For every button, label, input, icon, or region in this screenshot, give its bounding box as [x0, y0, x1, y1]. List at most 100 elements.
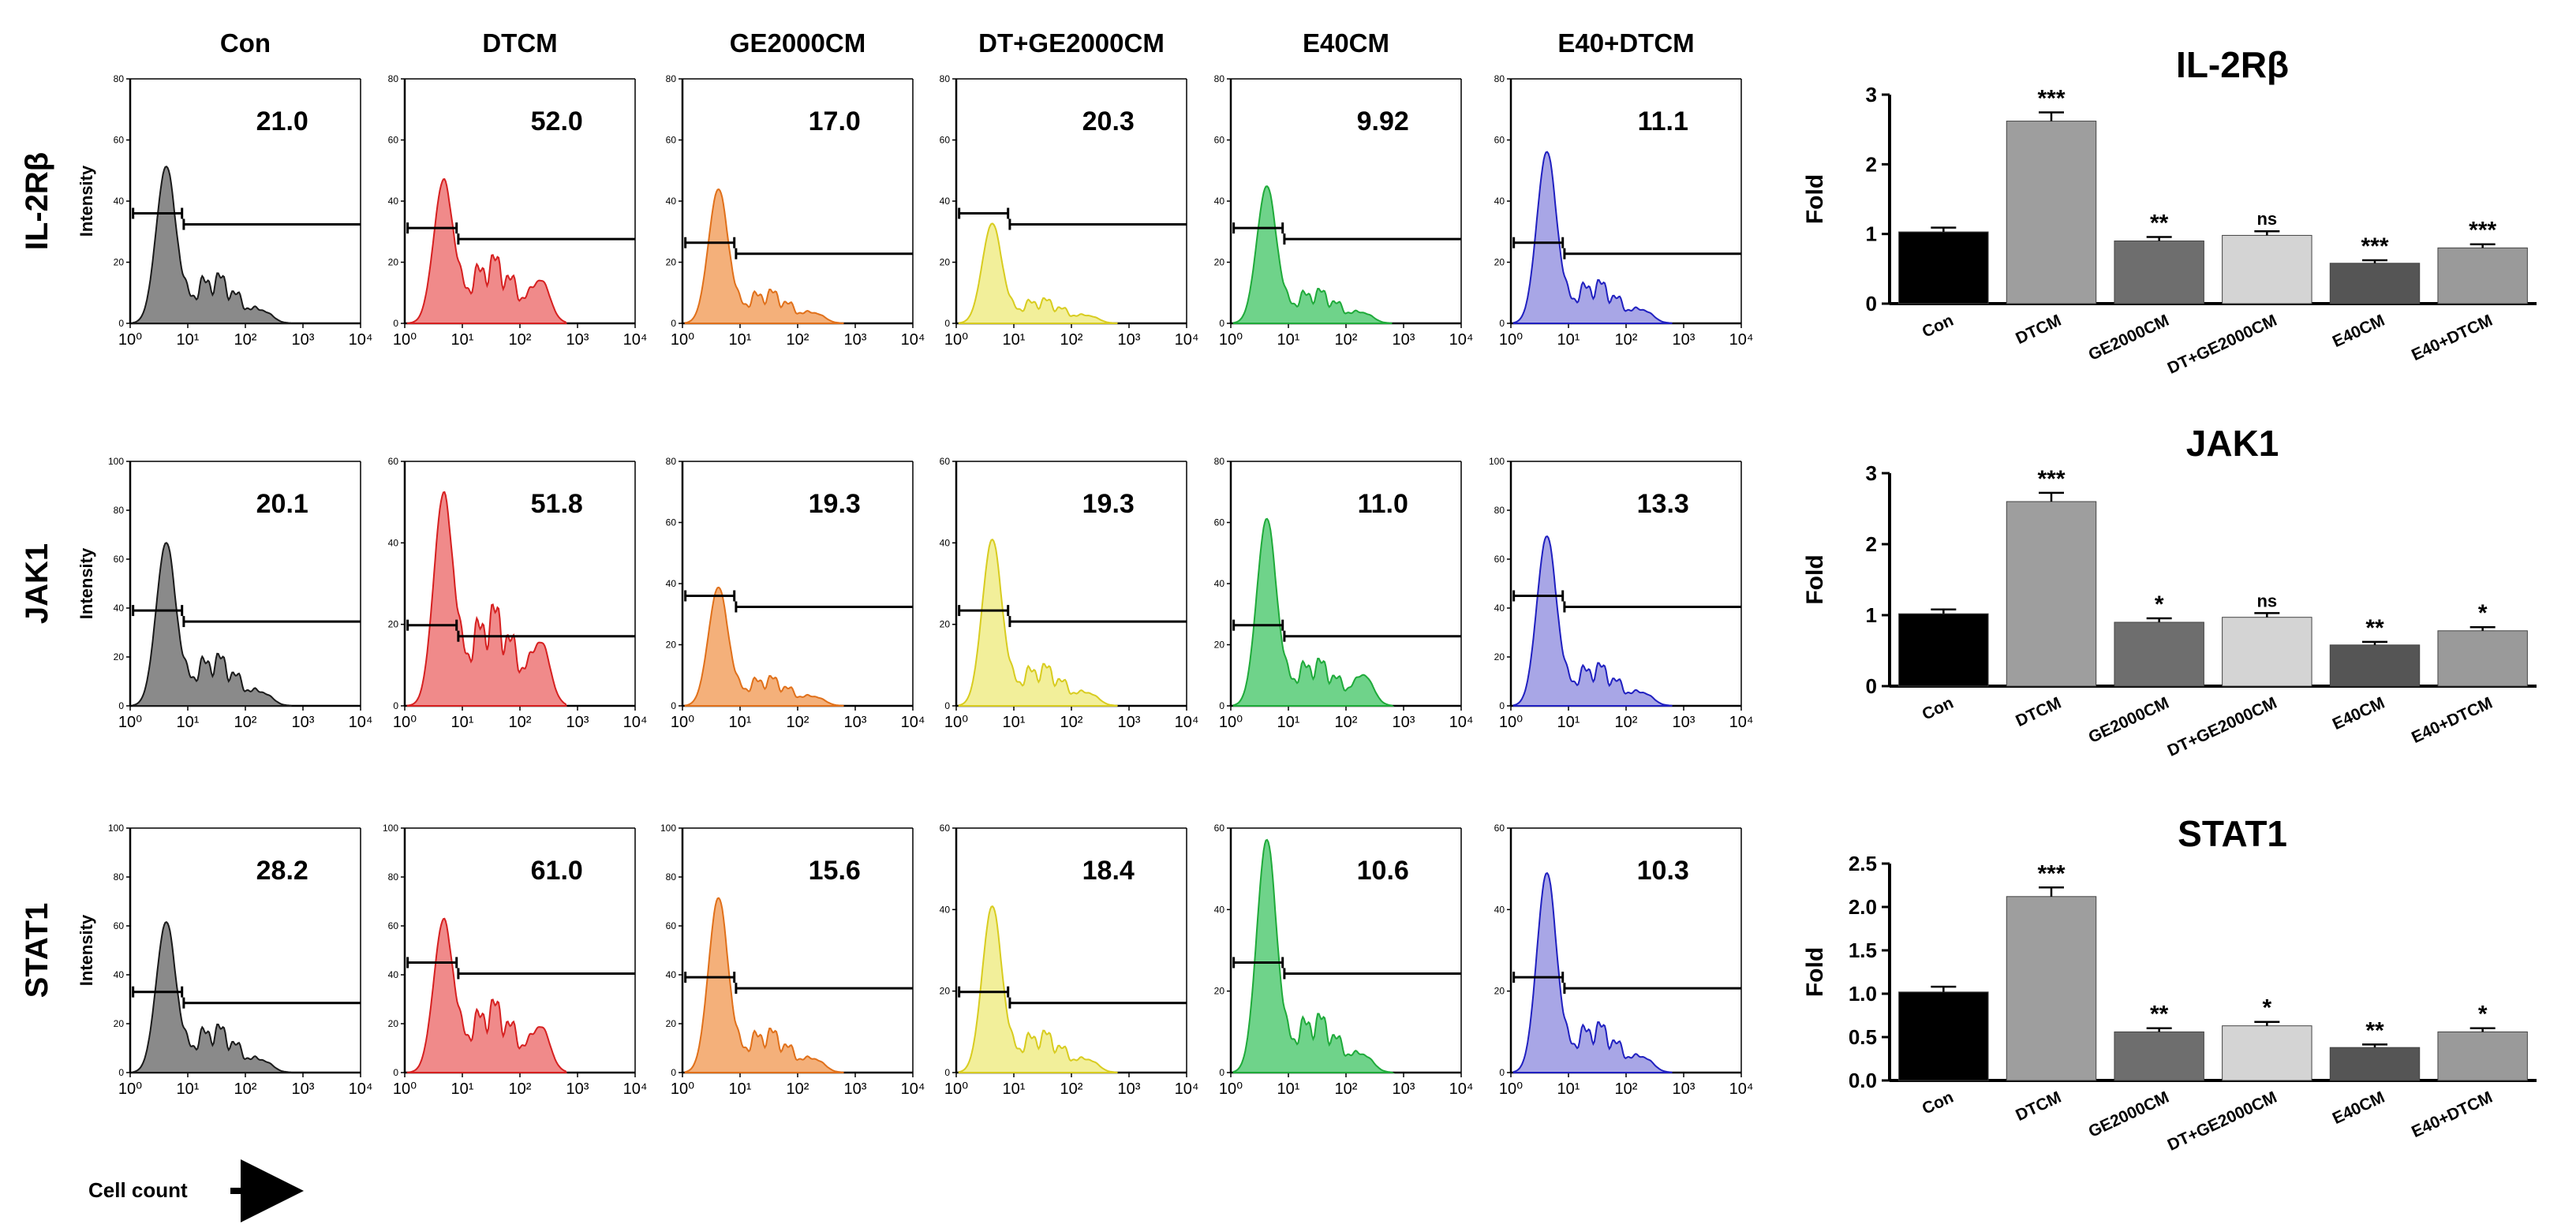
- gate-percentage: 19.3: [809, 489, 861, 519]
- significance-marker: ***: [2469, 218, 2496, 244]
- histogram-panel-2-2: 0 20 40 60 80 100 10⁰ 10¹ 10² 10³ 10⁴ 15.6: [660, 823, 925, 1098]
- x-tick-label: 10⁰: [944, 331, 968, 349]
- x-tick-label: 10²: [509, 714, 532, 731]
- bar-5: [2437, 630, 2528, 687]
- y-tick-label: 60: [388, 135, 399, 146]
- y-tick-label: 100: [383, 823, 398, 834]
- x-tick-label: 10⁰: [1219, 331, 1243, 349]
- histogram-area: [1232, 838, 1396, 1073]
- x-tick-label: 10¹: [1277, 714, 1300, 731]
- bar-y-tick: 0.0: [1849, 1069, 1877, 1092]
- y-tick-label: 40: [114, 196, 125, 207]
- y-tick-label: 80: [666, 871, 677, 883]
- y-tick-label: 40: [1214, 196, 1225, 207]
- y-tick-label: 20: [1494, 651, 1505, 662]
- bar-0: [1898, 231, 1989, 304]
- bar-category-label: Con: [1920, 312, 1957, 341]
- y-tick-label: 20: [666, 1018, 677, 1029]
- bar-0: [1898, 991, 1989, 1081]
- cell-count-label-group: Cell count: [88, 1159, 304, 1222]
- bar-0: [1898, 613, 1989, 687]
- y-tick-label: 60: [666, 135, 677, 146]
- bar-category-label: Con: [1920, 694, 1957, 724]
- y-tick-label: 100: [108, 823, 124, 834]
- y-tick-label: 20: [388, 619, 399, 630]
- gate-percentage: 17.0: [809, 106, 861, 136]
- y-tick-label: 20: [114, 257, 125, 268]
- y-tick-label: 40: [666, 196, 677, 207]
- histogram-panel-1-1: 0 20 40 60 10⁰ 10¹ 10² 10³ 10⁴ 51.8: [388, 456, 648, 731]
- x-tick-label: 10³: [292, 714, 315, 731]
- y-tick-label: 20: [940, 619, 951, 630]
- histogram-panel-0-2: 0 20 40 60 80 10⁰ 10¹ 10² 10³ 10⁴ 17.0: [666, 73, 925, 349]
- y-tick-label: 40: [1214, 904, 1225, 915]
- x-tick-label: 10²: [787, 331, 809, 349]
- x-tick-label: 10⁴: [349, 331, 373, 349]
- x-tick-label: 10⁰: [393, 714, 417, 731]
- x-tick-label: 10³: [844, 331, 867, 349]
- x-tick-label: 10¹: [1003, 714, 1026, 731]
- bar-chart-title: IL-2Rβ: [2176, 44, 2289, 85]
- x-tick-label: 10²: [234, 1080, 257, 1098]
- x-tick-label: 10²: [787, 1080, 809, 1098]
- bar-category-label: E40+DTCM: [2409, 694, 2496, 747]
- x-tick-label: 10⁴: [349, 714, 373, 731]
- y-tick-label: 80: [1214, 456, 1225, 467]
- significance-marker: *: [2155, 591, 2164, 618]
- x-tick-label: 10¹: [729, 331, 752, 349]
- x-tick-label: 10¹: [177, 331, 200, 349]
- histogram-area: [684, 586, 844, 707]
- bar-chart-1: JAK1Fold0123Con***DTCM*GE2000CMnsDT+GE20…: [1802, 423, 2537, 760]
- column-header-0: Con: [220, 28, 271, 58]
- bar-category-label: DTCM: [2013, 312, 2064, 348]
- bar-category-label: GE2000CM: [2086, 312, 2172, 364]
- gate-percentage: 11.1: [1638, 106, 1688, 136]
- bar-category-label: DT+GE2000CM: [2165, 312, 2280, 378]
- bar-category-label: GE2000CM: [2086, 694, 2172, 747]
- bar-y-tick: 0: [1866, 674, 1877, 698]
- x-tick-label: 10¹: [451, 1080, 474, 1098]
- y-tick-label: 0: [393, 318, 398, 329]
- y-tick-label: 0: [118, 700, 124, 711]
- y-tick-label: 20: [1214, 986, 1225, 997]
- x-tick-label: 10³: [566, 1080, 589, 1098]
- bar-4: [2329, 263, 2421, 304]
- x-tick-label: 10⁰: [1499, 1080, 1523, 1098]
- bar-y-tick: 1: [1866, 603, 1877, 627]
- histogram-area: [132, 921, 292, 1073]
- bar-y-tick: 0: [1866, 292, 1877, 315]
- gate-percentage: 52.0: [531, 106, 583, 136]
- y-tick-label: 80: [940, 73, 951, 84]
- x-tick-label: 10⁴: [1449, 331, 1474, 349]
- x-tick-label: 10²: [1060, 1080, 1083, 1098]
- x-tick-label: 10⁴: [623, 1080, 648, 1098]
- x-tick-label: 10⁴: [1729, 1080, 1754, 1098]
- column-header-5: E40+DTCM: [1557, 28, 1694, 58]
- column-header-4: E40CM: [1303, 28, 1389, 58]
- y-tick-label: 80: [114, 871, 125, 883]
- histogram-panel-1-3: 0 20 40 60 10⁰ 10¹ 10² 10³ 10⁴ 19.3: [940, 456, 1199, 731]
- bar-category-label: DTCM: [2013, 694, 2064, 730]
- x-tick-label: 10⁰: [118, 331, 142, 349]
- bar-y-tick: 1.0: [1849, 982, 1877, 1006]
- y-axis-label-1: Intensity: [77, 547, 96, 619]
- significance-marker: **: [2150, 211, 2169, 237]
- x-tick-label: 10¹: [177, 714, 200, 731]
- column-header-3: DT+GE2000CM: [978, 28, 1165, 58]
- y-tick-label: 20: [1214, 257, 1225, 268]
- y-tick-label: 40: [1494, 196, 1505, 207]
- histogram-area: [1232, 185, 1393, 324]
- significance-marker: **: [2150, 1002, 2169, 1028]
- x-tick-label: 10⁴: [1175, 1080, 1199, 1098]
- significance-marker: *: [2478, 1002, 2488, 1028]
- x-tick-label: 10⁴: [623, 714, 648, 731]
- histogram-panel-2-4: 0 20 40 60 10⁰ 10¹ 10² 10³ 10⁴ 10.6: [1214, 823, 1474, 1098]
- bar-y-tick: 3: [1866, 83, 1877, 106]
- y-tick-label: 40: [666, 969, 677, 980]
- x-tick-label: 10³: [1393, 331, 1415, 349]
- y-tick-label: 20: [666, 257, 677, 268]
- significance-marker: ns: [2256, 591, 2277, 610]
- y-tick-label: 20: [114, 651, 125, 662]
- x-tick-label: 10⁰: [1219, 714, 1243, 731]
- x-tick-label: 10²: [787, 714, 809, 731]
